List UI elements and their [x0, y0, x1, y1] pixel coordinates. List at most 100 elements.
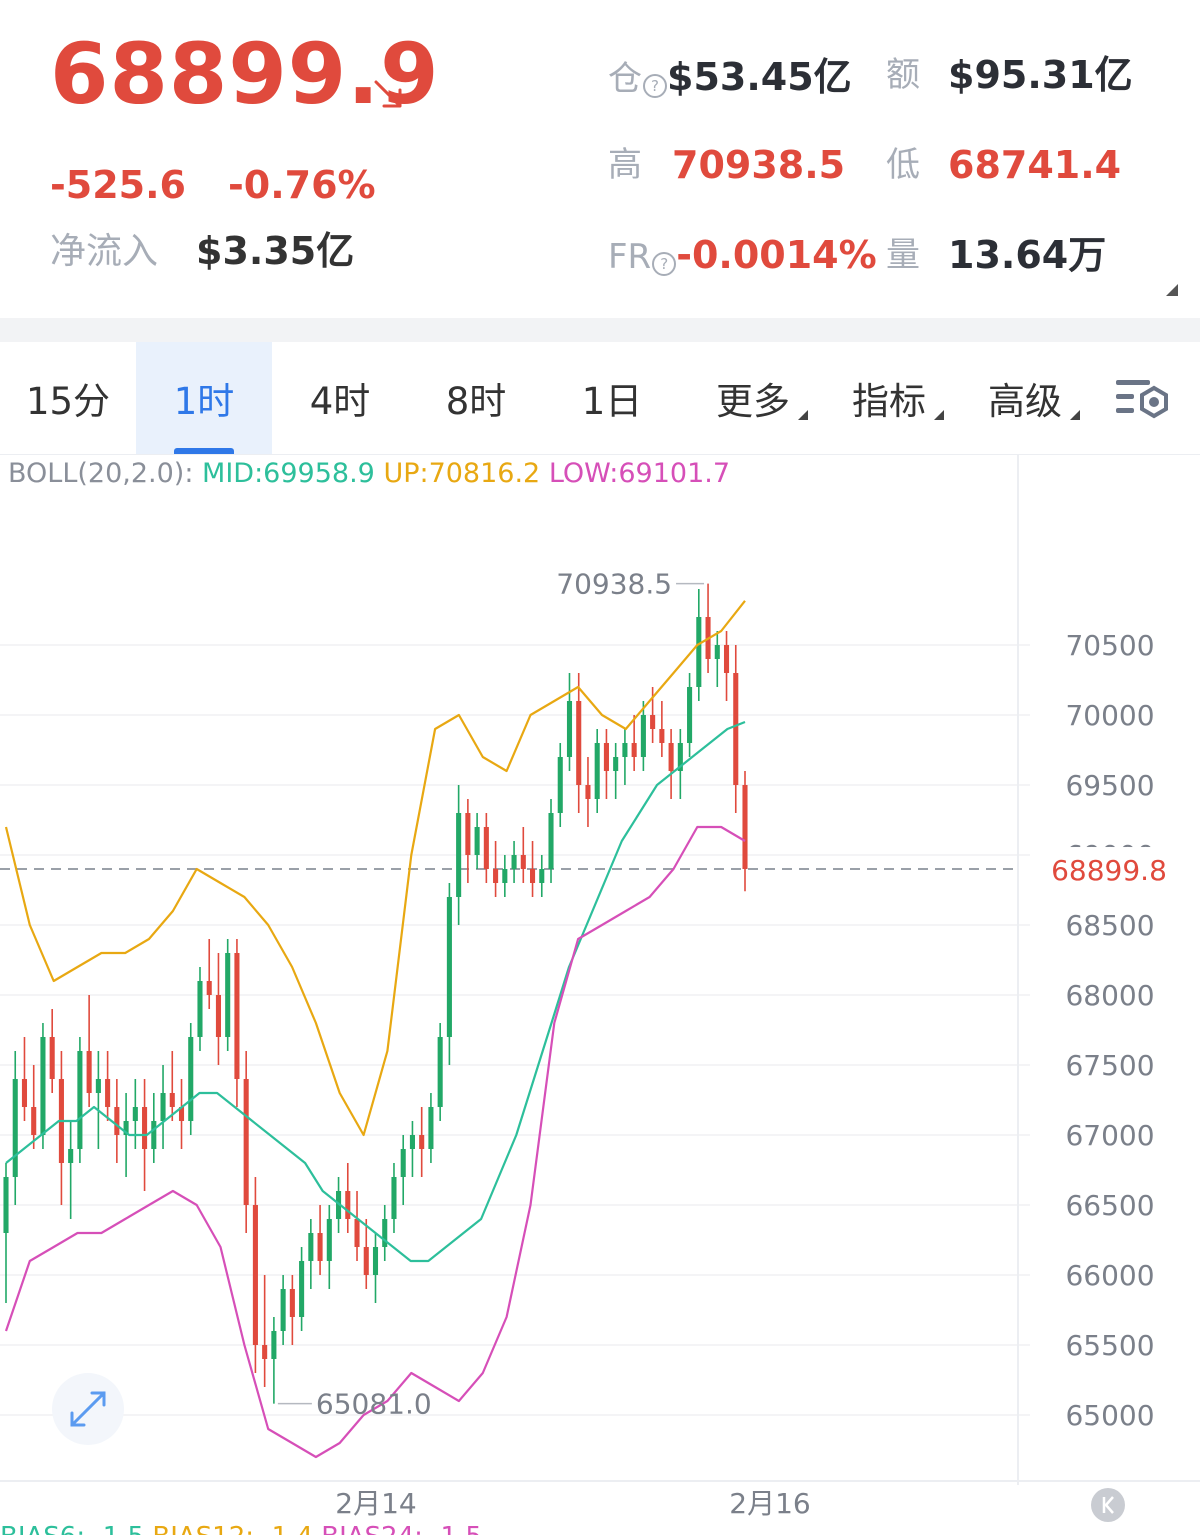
boll-readout: BOLL(20,2.0): MID:69958.9 UP:70816.2 LOW…	[8, 458, 730, 489]
price-tick-label: 70000	[1065, 699, 1154, 732]
high-marker-label: 70938.5	[556, 568, 672, 601]
price-tick-label: 67000	[1065, 1119, 1154, 1152]
candle-body	[594, 743, 600, 799]
candle-body	[539, 869, 545, 883]
expand-corner-icon[interactable]	[1166, 284, 1178, 296]
tab-indicators[interactable]: 指标	[836, 342, 944, 454]
last-price-tag	[1030, 847, 1200, 892]
candle-body	[31, 1107, 37, 1135]
low-value: 68741.4	[948, 143, 1122, 187]
candle-body	[529, 869, 536, 883]
candle-body	[742, 785, 748, 869]
candlestick-chart[interactable]: 7050070000695006900068500680006750067000…	[0, 455, 1200, 1535]
question-icon[interactable]: ?	[643, 73, 667, 98]
tab-advanced[interactable]: 高级	[972, 342, 1080, 454]
candle-body	[566, 701, 573, 757]
candle-body	[659, 729, 665, 743]
open-interest-label: 仓	[608, 59, 642, 99]
active-tab-indicator	[174, 448, 234, 454]
bias24: BIAS24: -1.5	[321, 1522, 482, 1535]
boll-prefix: BOLL(20,2.0):	[8, 458, 194, 489]
candle-body	[576, 701, 582, 785]
candle-body	[178, 1107, 185, 1121]
candle-body	[437, 1037, 443, 1107]
tab-4h[interactable]: 4时	[272, 342, 408, 454]
tab-label: 15分	[25, 380, 111, 423]
candle-body	[197, 981, 203, 1037]
dropdown-caret-icon	[798, 410, 808, 420]
candle-body	[354, 1219, 360, 1247]
candle-body	[409, 1135, 415, 1149]
tab-label: 更多	[716, 380, 790, 423]
extreme-markers: 70938.5 65081.0	[277, 568, 705, 1421]
bias6: BIAS6: -1.5	[0, 1522, 144, 1535]
candle-body	[123, 1121, 129, 1135]
tab-label: 高级	[988, 380, 1062, 423]
candle-body	[86, 1051, 92, 1093]
boll-up-line	[4, 600, 746, 1137]
candle-body	[668, 743, 674, 771]
candle-body	[687, 687, 693, 743]
candle-body	[160, 1093, 166, 1121]
candle-body	[483, 827, 489, 869]
candle-body	[105, 1079, 111, 1107]
candle-body	[382, 1219, 388, 1247]
tab-more[interactable]: 更多	[700, 342, 808, 454]
tab-label: 指标	[852, 380, 926, 423]
tab-8h[interactable]: 8时	[408, 342, 544, 454]
tab-1h[interactable]: 1时	[136, 342, 272, 454]
boll-up: UP:70816.2	[383, 458, 541, 489]
price-change: -525.6	[50, 163, 186, 207]
candle-body	[151, 1121, 157, 1149]
candle-body	[585, 785, 591, 799]
bias-readout: BIAS6: -1.5 BIAS12: -1.4 BIAS24: -1.5	[0, 1522, 1200, 1535]
high-value: 70938.5	[672, 143, 846, 187]
candle-body	[262, 1345, 268, 1359]
section-divider	[0, 318, 1200, 342]
scroll-to-latest-button[interactable]	[1091, 1488, 1125, 1522]
candle-body	[419, 1135, 425, 1149]
chart-settings-icon[interactable]	[1114, 376, 1174, 422]
candle-body	[188, 1037, 194, 1121]
candle-body	[456, 813, 462, 897]
candle-body	[446, 897, 452, 1037]
candle-body	[317, 1233, 323, 1261]
tab-1d[interactable]: 1日	[544, 342, 680, 454]
dropdown-caret-icon	[934, 410, 944, 420]
candles	[3, 583, 748, 1404]
candle-body	[114, 1107, 120, 1135]
candle-body	[271, 1331, 277, 1359]
candle-body	[474, 827, 480, 855]
tab-label: 4时	[309, 380, 371, 423]
timeframe-tabs: 15分 1时 4时 8时 1日 更多 指标 高级	[0, 342, 1200, 455]
candle-body	[428, 1107, 434, 1149]
candle-body	[493, 869, 499, 883]
candle-body	[169, 1093, 175, 1107]
candle-body	[372, 1247, 379, 1275]
candle-body	[326, 1219, 332, 1261]
candle-body	[3, 1177, 9, 1233]
candle-body	[289, 1289, 295, 1317]
candle-body	[677, 743, 683, 771]
open-interest-stat: 仓? $53.45亿	[608, 58, 852, 98]
candle-body	[650, 715, 656, 729]
candle-body	[95, 1079, 101, 1093]
price-axis: 7050070000695006900068500680006750067000…	[1030, 629, 1200, 1432]
price-tick-label: 65000	[1065, 1399, 1154, 1432]
candle-body	[714, 645, 720, 659]
question-icon[interactable]: ?	[652, 251, 677, 276]
net-inflow-label: 净流入	[50, 231, 159, 272]
boll-bands	[4, 600, 746, 1459]
time-tick-label: 2月14	[335, 1487, 416, 1520]
price-tick-label: 65500	[1065, 1329, 1154, 1362]
price-tick-label: 68500	[1065, 909, 1154, 942]
candle-body	[225, 953, 231, 1037]
candle-body	[77, 1051, 83, 1149]
candle-body	[142, 1107, 148, 1149]
turnover-label: 额	[886, 55, 920, 95]
fullscreen-button[interactable]	[52, 1373, 124, 1445]
dropdown-caret-icon	[1070, 410, 1080, 420]
tab-15m[interactable]: 15分	[0, 342, 136, 454]
price-change-percent: -0.76%	[228, 163, 376, 207]
candle-body	[345, 1191, 351, 1219]
